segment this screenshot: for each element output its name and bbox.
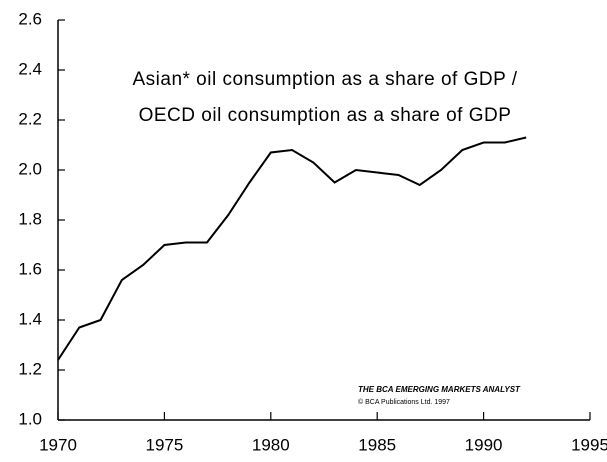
y-tick-label: 1.8	[18, 209, 42, 228]
annotation: OECD oil consumption as a share of GDP	[139, 105, 512, 126]
annotation: Asian* oil consumption as a share of GDP…	[132, 69, 517, 90]
source: © BCA Publications Ltd. 1997	[358, 398, 450, 406]
y-tick-label: 2.2	[18, 109, 42, 128]
y-tick-label: 1.4	[18, 309, 42, 328]
x-tick-label: 1975	[145, 435, 183, 454]
x-tick-label: 1980	[252, 435, 290, 454]
x-tick-label: 1985	[358, 435, 396, 454]
source: THE BCA EMERGING MARKETS ANALYST	[358, 385, 521, 394]
x-tick-label: 1995	[571, 435, 607, 454]
y-tick-label: 2.0	[18, 159, 42, 178]
x-tick-label: 1970	[39, 435, 77, 454]
data-line	[57, 136, 527, 361]
y-tick-label: 1.0	[18, 409, 42, 428]
x-tick-label: 1990	[465, 435, 503, 454]
y-tick-label: 2.4	[18, 59, 42, 78]
y-tick-label: 1.2	[18, 359, 42, 378]
y-tick-label: 1.6	[18, 259, 42, 278]
y-tick-label: 2.6	[18, 9, 42, 28]
